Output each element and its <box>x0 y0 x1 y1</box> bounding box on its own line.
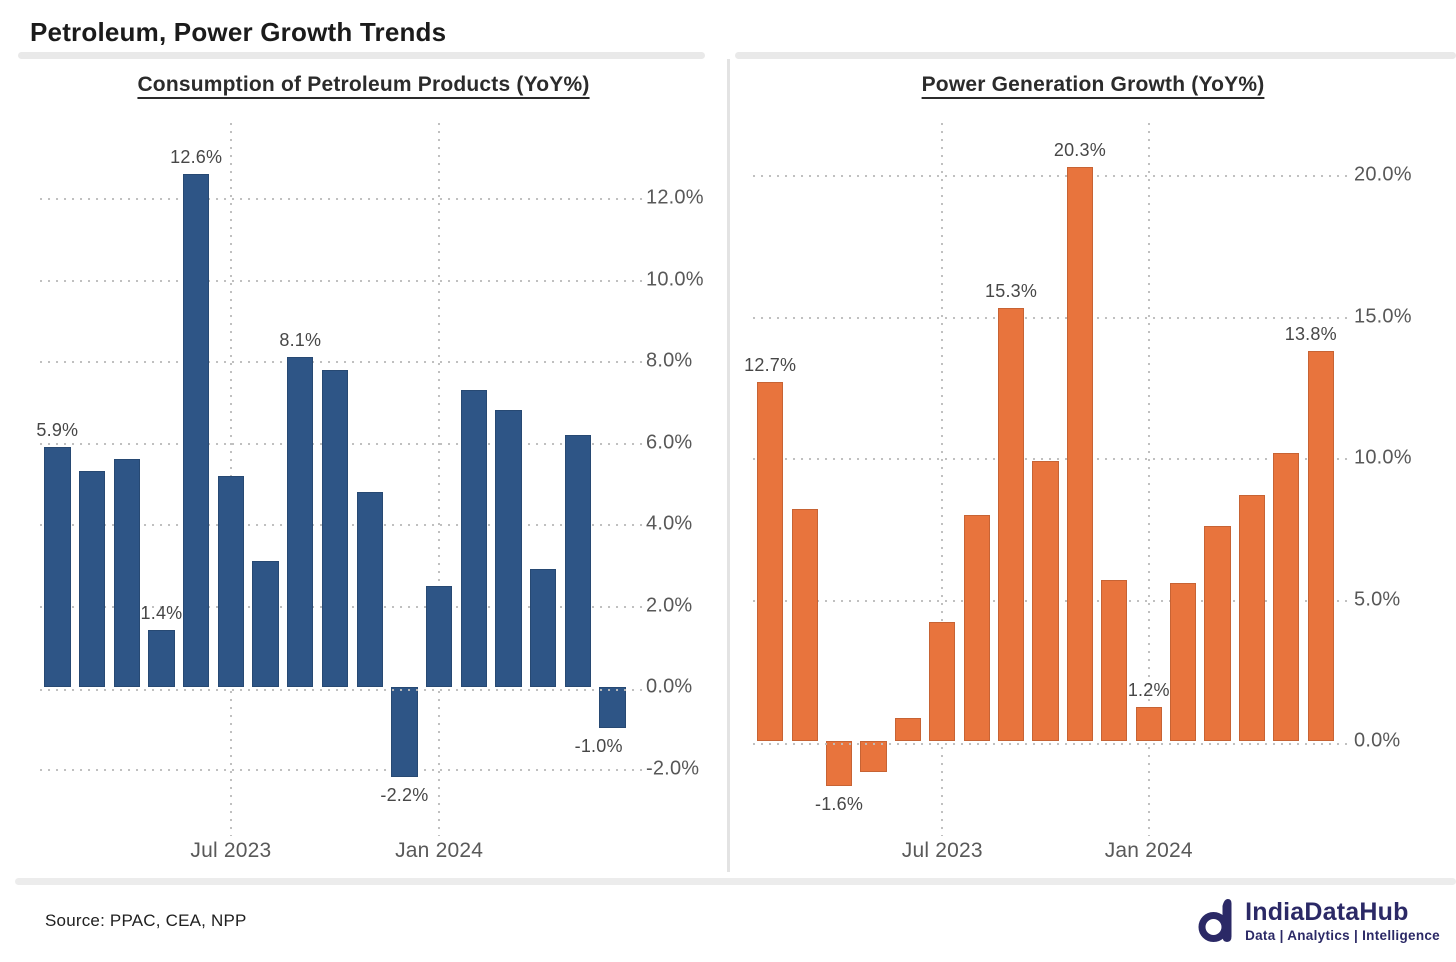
y-tick-label: 5.0% <box>1354 588 1401 611</box>
bar <box>791 509 818 742</box>
title-divider-left <box>18 52 705 59</box>
y-tick-label: 6.0% <box>646 431 693 454</box>
gridline-h <box>40 768 644 771</box>
bar <box>182 173 210 688</box>
bar <box>44 446 71 688</box>
bar <box>287 357 314 688</box>
bar <box>894 718 921 742</box>
x-tick-label: Jul 2023 <box>901 839 983 862</box>
logo-d-icon <box>1198 898 1232 942</box>
y-tick-label: 10.0% <box>646 268 704 291</box>
bar-value-label: -2.2% <box>380 785 429 806</box>
x-tick-label: Jan 2024 <box>395 839 484 862</box>
bar-value-label: 8.1% <box>279 330 322 351</box>
power-plot-area: Jul 2023 Jan 2024 12.7% -1.6% 15.3% 20.3% 1.2%… <box>744 123 1352 862</box>
footer: Source: PPAC, CEA, NPP IndiaDataHub Data… <box>0 885 1456 962</box>
petroleum-chart-title: Consumption of Petroleum Products (YoY%) <box>137 73 590 96</box>
y-tick-label: -2.0% <box>646 757 700 780</box>
bar <box>113 459 140 688</box>
gridline-h <box>753 458 1352 461</box>
bar <box>599 687 626 729</box>
bar <box>495 410 522 688</box>
gridline-h <box>40 198 644 201</box>
bar <box>929 622 956 742</box>
bar <box>321 369 349 688</box>
bar <box>1204 526 1231 742</box>
bar <box>1170 582 1197 742</box>
bar <box>460 389 487 688</box>
logo-tagline: Data | Analytics | Intelligence <box>1245 927 1440 943</box>
title-divider-right <box>735 52 1456 59</box>
bar-value-label: 12.7% <box>744 354 797 375</box>
y-tick-label: 4.0% <box>646 512 693 535</box>
bar <box>1066 166 1093 742</box>
y-tick-label: 2.0% <box>646 594 693 617</box>
bar <box>530 569 557 688</box>
y-tick-label: 0.0% <box>646 675 693 698</box>
indiadatahub-logo: IndiaDataHub Data | Analytics | Intellig… <box>1198 896 1442 946</box>
bar-value-label: 15.3% <box>985 281 1038 302</box>
gridline-h <box>753 316 1352 319</box>
gridline-h <box>753 743 1352 746</box>
petroleum-y-axis: 12.0% 10.0% 8.0% 6.0% 4.0% 2.0% 0.0% -2.0% <box>630 123 727 826</box>
bar <box>78 471 106 688</box>
power-y-axis: 20.0% 15.0% 10.0% 5.0% 0.0% <box>1338 123 1456 826</box>
bar-value-label: 20.3% <box>1053 139 1106 160</box>
logo-wordmark: IndiaDataHub <box>1245 897 1409 926</box>
bar <box>1307 350 1334 742</box>
gridline-h <box>753 175 1352 178</box>
page-title: Petroleum, Power Growth Trends <box>30 17 447 47</box>
y-tick-label: 0.0% <box>1354 729 1401 752</box>
power-plot-row: Jul 2023 Jan 2024 12.7% -1.6% 15.3% 20.3% 1.2%… <box>730 123 1456 862</box>
y-tick-label: 12.0% <box>646 186 704 209</box>
bar <box>998 308 1025 742</box>
bar <box>356 491 383 688</box>
gridline-h <box>40 689 644 692</box>
gridline-h <box>40 361 644 364</box>
bar-value-label: 1.4% <box>140 603 183 624</box>
bar <box>564 434 592 688</box>
y-tick-label: 8.0% <box>646 349 693 372</box>
bar <box>1135 707 1162 742</box>
footer-divider <box>15 878 1456 885</box>
bar-value-label: 5.9% <box>36 420 79 440</box>
petroleum-chart-panel: Consumption of Petroleum Products (YoY%)… <box>0 59 730 872</box>
gridline-v <box>941 123 944 836</box>
y-tick-label: 10.0% <box>1354 446 1412 469</box>
bar <box>217 475 245 688</box>
gridline-h <box>40 279 644 282</box>
gridline-v <box>1147 123 1150 836</box>
bar <box>252 561 279 688</box>
bar <box>825 741 853 787</box>
bar-value-label: 13.8% <box>1284 323 1337 344</box>
power-chart-panel: Power Generation Growth (YoY%) Jul 2023 J… <box>730 59 1456 872</box>
x-tick-label: Jul 2023 <box>190 839 272 862</box>
power-chart-title: Power Generation Growth (YoY%) <box>921 73 1265 96</box>
bar-value-label: 12.6% <box>170 146 223 167</box>
petroleum-plot-area: Jul 2023 Jan 2024 5.9% 1.4% 12.6% 8.1% -2.2% -1… <box>36 123 644 862</box>
bar-value-label: -1.0% <box>574 736 623 757</box>
title-divider <box>18 52 1456 59</box>
bar <box>1238 495 1266 742</box>
petroleum-plot-row: Jul 2023 Jan 2024 5.9% 1.4% 12.6% 8.1% -2.2% -1… <box>0 123 727 862</box>
bar <box>391 687 418 778</box>
bar <box>1101 579 1128 742</box>
bar <box>148 630 175 688</box>
bar <box>757 381 784 742</box>
logo-text: IndiaDataHub Data | Analytics | Intellig… <box>1245 899 1440 943</box>
y-tick-label: 15.0% <box>1354 305 1412 328</box>
source-note: Source: PPAC, CEA, NPP <box>45 910 247 930</box>
bar <box>1032 461 1059 742</box>
y-tick-label: 20.0% <box>1354 163 1412 186</box>
bar <box>963 514 990 742</box>
bar <box>425 585 453 688</box>
gridline-v <box>438 123 441 836</box>
bar-value-label: -1.6% <box>815 794 864 815</box>
x-tick-label: Jan 2024 <box>1104 839 1193 862</box>
charts-row: Consumption of Petroleum Products (YoY%)… <box>0 59 1456 872</box>
bar <box>1273 452 1300 742</box>
bar <box>860 741 887 773</box>
bar-value-label: 1.2% <box>1127 680 1170 701</box>
